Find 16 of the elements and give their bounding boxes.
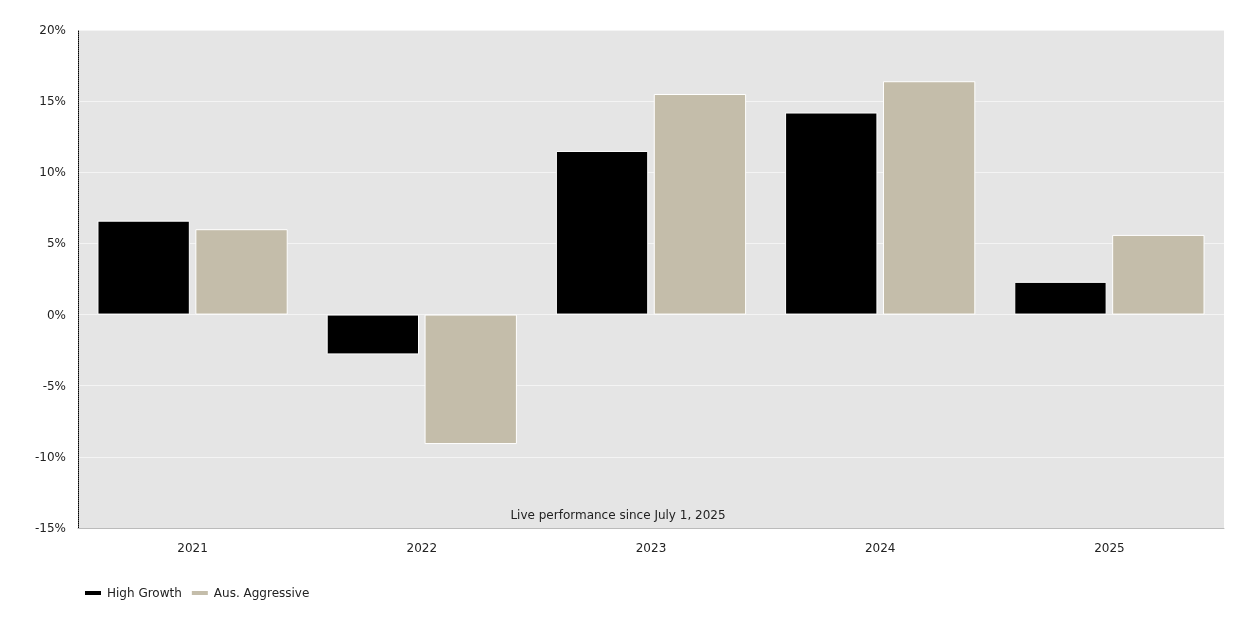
legend-label: High Growth (107, 586, 182, 600)
x-tick-label: 2023 (635, 541, 667, 555)
y-tick-label: -10% (34, 449, 66, 464)
y-tick-label: 20% (39, 23, 66, 37)
y-tick-label: -15% (34, 521, 66, 535)
x-tick-label: 2021 (177, 541, 208, 555)
y-tick-label: 15% (39, 94, 66, 109)
y-tick-label: 0% (46, 307, 66, 322)
x-tick-label: 2025 (1094, 541, 1125, 555)
legend-label: Aus. Aggressive (213, 586, 310, 600)
y-tick-label: -5% (42, 378, 66, 393)
y-tick-label: 5% (46, 236, 66, 251)
x-tick-label: 2024 (864, 541, 896, 555)
annotation: Live performance since July 1, 2025 (510, 508, 726, 522)
x-tick-label: 2022 (406, 541, 438, 555)
y-tick-label: 10% (39, 165, 66, 180)
